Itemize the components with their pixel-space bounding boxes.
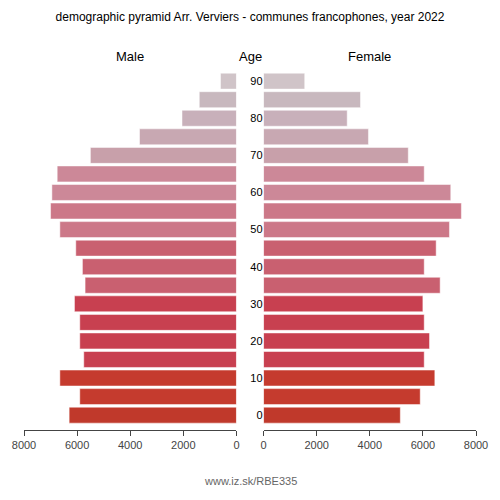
svg-text:40: 40 xyxy=(250,261,262,273)
svg-text:2000: 2000 xyxy=(304,439,328,451)
svg-text:2000: 2000 xyxy=(171,439,195,451)
svg-text:demographic pyramid Arr. Vervi: demographic pyramid Arr. Verviers - comm… xyxy=(56,10,445,24)
svg-text:Male: Male xyxy=(116,49,144,64)
svg-text:8000: 8000 xyxy=(464,439,488,451)
svg-text:4000: 4000 xyxy=(118,439,142,451)
svg-text:20: 20 xyxy=(250,335,262,347)
svg-text:6000: 6000 xyxy=(65,439,89,451)
svg-text:Age: Age xyxy=(239,49,262,64)
svg-text:60: 60 xyxy=(250,186,262,198)
svg-text:10: 10 xyxy=(250,372,262,384)
svg-text:90: 90 xyxy=(250,75,262,87)
svg-text:80: 80 xyxy=(250,112,262,124)
svg-text:4000: 4000 xyxy=(358,439,382,451)
svg-text:30: 30 xyxy=(250,298,262,310)
svg-text:0: 0 xyxy=(256,409,262,421)
svg-text:Female: Female xyxy=(348,49,391,64)
svg-text:50: 50 xyxy=(250,223,262,235)
svg-text:6000: 6000 xyxy=(411,439,435,451)
svg-text:0: 0 xyxy=(233,439,239,451)
svg-text:70: 70 xyxy=(250,149,262,161)
svg-text:0: 0 xyxy=(260,439,266,451)
svg-text:www.iz.sk/RBE335: www.iz.sk/RBE335 xyxy=(204,475,297,487)
svg-text:8000: 8000 xyxy=(12,439,36,451)
